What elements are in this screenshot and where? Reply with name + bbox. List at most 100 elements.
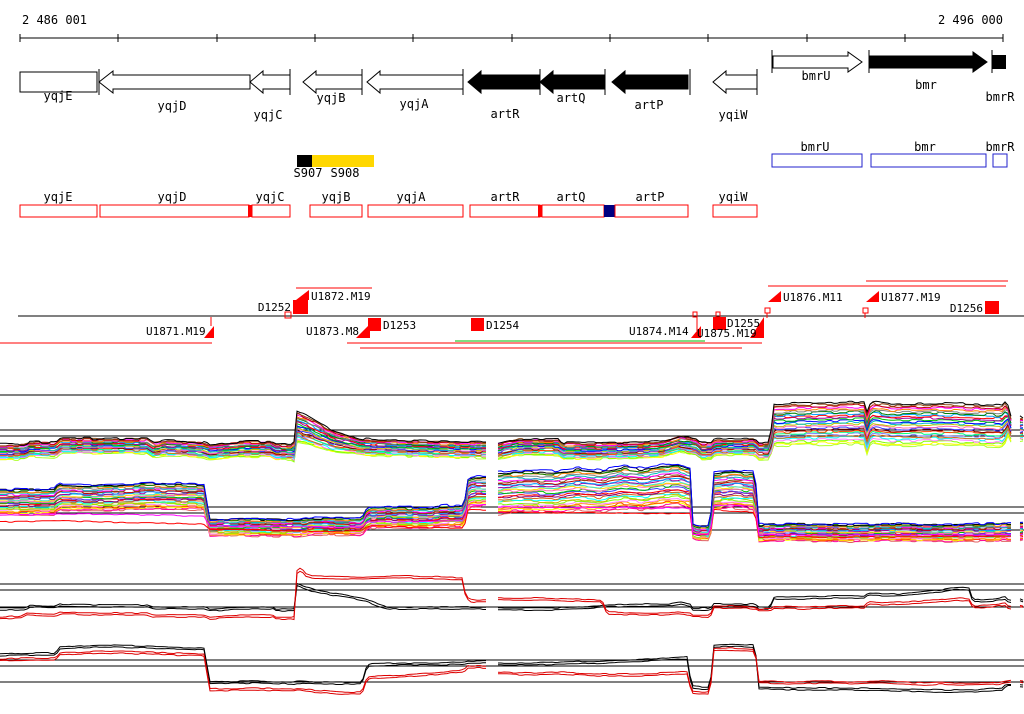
- segment-marker-D1253[interactable]: [368, 318, 381, 331]
- segment-tick: [715, 311, 721, 318]
- gene-label: yqjB: [317, 91, 346, 105]
- gene-label: yqiW: [719, 108, 749, 122]
- segment-label[interactable]: D1252: [258, 301, 291, 314]
- red-gene-label: yqjB: [322, 190, 351, 204]
- segment-flag-U1872[interactable]: [296, 290, 309, 300]
- red-gene-label: yqjD: [158, 190, 187, 204]
- segment-tick: [764, 307, 771, 314]
- segment-marker-D1256[interactable]: [985, 301, 999, 314]
- red-gene-label: yqiW: [719, 190, 749, 204]
- signal-plot-tracks: [0, 394, 1024, 695]
- signal-line: [0, 400, 1024, 446]
- segment-label[interactable]: U1875.M19: [697, 327, 757, 340]
- signal-line: [0, 649, 1024, 695]
- segment-marker-D1252[interactable]: [293, 300, 308, 314]
- blue-gene-label: bmrU: [801, 140, 830, 154]
- red-gene-label: yqjC: [256, 190, 285, 204]
- segment-flag-U1875[interactable]: [750, 317, 764, 338]
- segment-tick: [862, 307, 869, 314]
- segment-label[interactable]: D1255: [727, 317, 760, 330]
- gene-arrow-artR[interactable]: [467, 69, 541, 95]
- ruler-start-coordinate: 2 486 001: [22, 13, 87, 27]
- gene-label: bmrR: [986, 90, 1016, 104]
- signal-line: [0, 463, 1024, 527]
- segment-flag-U1871[interactable]: [204, 326, 214, 338]
- gene-label: bmr: [915, 78, 937, 92]
- gene-arrow-yqjA[interactable]: [366, 69, 464, 95]
- red-gene-box-yqjB[interactable]: [309, 204, 363, 218]
- gene-label: artQ: [557, 91, 586, 105]
- segment-label[interactable]: U1876.M11: [783, 291, 843, 304]
- segment-tick: [692, 311, 698, 318]
- probe-segment-S908[interactable]: [312, 155, 374, 167]
- signal-line: [0, 567, 1024, 618]
- gene-arrow-yqjB[interactable]: [302, 69, 363, 95]
- red-gene-box-yqjE[interactable]: [19, 204, 98, 218]
- segment-label[interactable]: U1871.M19: [146, 325, 206, 338]
- red-gene-box-artQ[interactable]: [541, 204, 605, 218]
- gene-label: artP: [635, 98, 664, 112]
- blue-gene-box-bmr[interactable]: [870, 153, 987, 168]
- gene-arrow-bmrR[interactable]: [992, 55, 1006, 69]
- segment-flag-U1874[interactable]: [691, 326, 701, 338]
- ruler-end-coordinate: 2 496 000: [938, 13, 1003, 27]
- segment-label[interactable]: U1877.M19: [881, 291, 941, 304]
- navy-marker[interactable]: [604, 205, 615, 217]
- segment-label[interactable]: D1256: [950, 302, 983, 315]
- gene-label: yqjD: [158, 99, 187, 113]
- gene-label: artR: [491, 107, 521, 121]
- signal-line: [0, 508, 1024, 539]
- segment-flag-U1876[interactable]: [768, 291, 781, 302]
- red-gene-label: yqjE: [44, 190, 73, 204]
- ruler-ticks: [19, 34, 1004, 42]
- segment-label[interactable]: D1254: [486, 319, 519, 332]
- probe-segment-label: S907: [294, 166, 323, 180]
- red-gene-box-artP[interactable]: [614, 204, 689, 218]
- segment-connector-ticks: [210, 313, 866, 331]
- red-gene-label: artQ: [557, 190, 586, 204]
- gene-arrow-artP[interactable]: [611, 69, 689, 95]
- segment-marker-D1255[interactable]: [713, 317, 726, 330]
- segment-flag-U1877[interactable]: [866, 291, 879, 302]
- blue-gene-box-bmrU[interactable]: [771, 153, 863, 168]
- signal-line: [0, 504, 1024, 537]
- segment-label[interactable]: U1872.M19: [311, 290, 371, 303]
- segment-label[interactable]: U1874.M14: [629, 325, 689, 338]
- gene-label: yqjA: [400, 97, 430, 111]
- red-gene-box-yqjD[interactable]: [99, 204, 250, 218]
- signal-line: [0, 582, 1024, 610]
- probe-segment-label: S908: [331, 166, 360, 180]
- gene-arrow-yqjC[interactable]: [249, 69, 291, 95]
- segment-flag-U1873[interactable]: [356, 324, 370, 338]
- signal-line: [0, 584, 1024, 612]
- red-gene-label: artR: [491, 190, 521, 204]
- red-gene-box-artR[interactable]: [469, 204, 541, 218]
- gene-arrow-yqjE[interactable]: [19, 71, 98, 93]
- probe-segment-S907[interactable]: [297, 155, 312, 167]
- gene-arrow-yqiW[interactable]: [712, 69, 758, 95]
- red-gene-label: artP: [636, 190, 665, 204]
- blue-gene-label: bmr: [914, 140, 936, 154]
- gene-arrow-yqjD[interactable]: [98, 69, 251, 95]
- gene-label: yqjC: [254, 108, 283, 122]
- gene-arrow-artQ[interactable]: [539, 69, 606, 95]
- gene-arrow-bmr[interactable]: [869, 51, 988, 73]
- blue-gene-box-bmrR[interactable]: [992, 153, 1008, 168]
- red-gene-box-yqjA[interactable]: [367, 204, 464, 218]
- gene-arrow-bmrU[interactable]: [772, 51, 863, 73]
- red-divider: [538, 205, 542, 217]
- signal-line: [0, 643, 1024, 691]
- segment-marker-D1254[interactable]: [471, 318, 484, 331]
- red-gene-label: yqjA: [397, 190, 427, 204]
- gene-label: yqjE: [44, 89, 73, 103]
- signal-line: [0, 647, 1024, 693]
- segment-label[interactable]: U1873.M8: [306, 325, 359, 338]
- gene-label: bmrU: [802, 69, 831, 83]
- signal-line: [0, 570, 1024, 621]
- segment-label[interactable]: D1253: [383, 319, 416, 332]
- red-gene-box-yqjC[interactable]: [251, 204, 291, 218]
- red-divider: [248, 205, 252, 217]
- red-gene-box-yqiW[interactable]: [712, 204, 758, 218]
